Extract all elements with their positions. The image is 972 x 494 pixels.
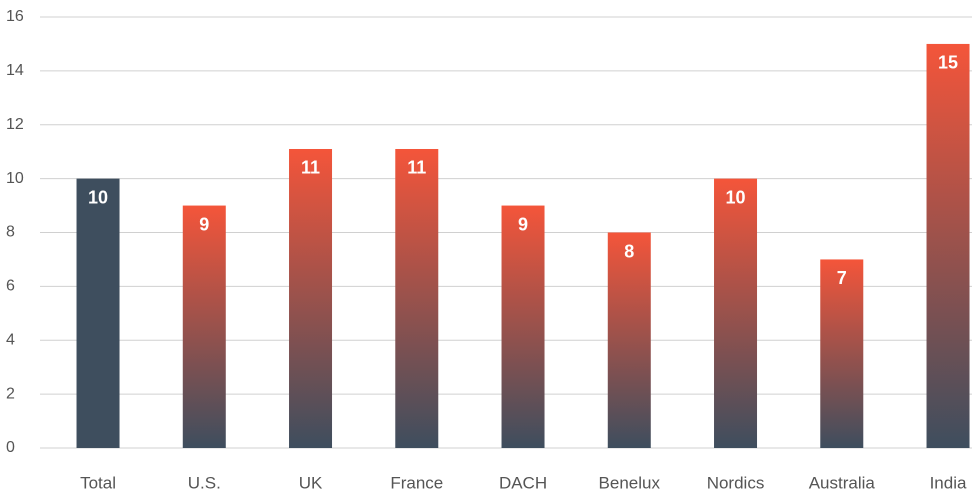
x-tick-label: France [390,473,443,492]
value-label: 9 [199,214,209,234]
y-tick-label: 0 [6,439,15,456]
value-label: 7 [837,268,847,288]
x-tick-label: U.S. [188,473,221,492]
x-tick-label: Australia [809,473,876,492]
x-tick-label: Benelux [599,473,661,492]
x-tick-label: UK [299,473,323,492]
value-label: 8 [624,241,634,261]
y-tick-label: 12 [6,116,24,133]
y-tick-label: 16 [6,8,24,25]
bar [820,259,864,448]
bar [607,232,651,448]
bar [76,178,120,448]
value-label: 10 [726,187,746,207]
y-tick-label: 14 [6,62,24,79]
y-tick-label: 10 [6,170,24,187]
bar [182,205,226,448]
value-label: 10 [88,187,108,207]
x-tick-label: Nordics [707,473,765,492]
bar [501,205,545,448]
y-tick-label: 6 [6,278,15,295]
bar [714,178,758,448]
x-tick-label: Total [80,473,116,492]
y-tick-label: 8 [6,224,15,241]
y-tick-label: 2 [6,385,15,402]
bar [926,43,970,448]
bar [395,148,439,448]
bar [289,148,333,448]
value-label: 11 [407,158,426,178]
value-label: 11 [301,158,320,178]
x-tick-label: DACH [499,473,547,492]
x-tick-label: India [930,473,967,492]
value-label: 15 [938,53,958,73]
y-tick-label: 4 [6,331,15,348]
value-label: 9 [518,214,528,234]
